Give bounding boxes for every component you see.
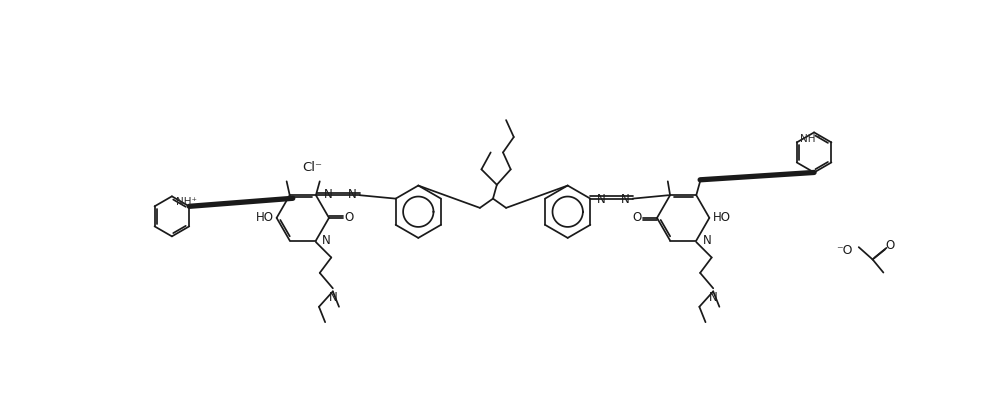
Text: N: N bbox=[709, 291, 718, 304]
Text: NH⁺: NH⁺ bbox=[176, 198, 197, 208]
Text: N: N bbox=[322, 234, 330, 247]
Text: O: O bbox=[633, 211, 642, 224]
Text: N: N bbox=[347, 188, 356, 201]
Text: Cl⁻: Cl⁻ bbox=[302, 161, 322, 175]
Text: HO: HO bbox=[255, 211, 273, 224]
Text: HO: HO bbox=[713, 211, 731, 224]
Text: N: N bbox=[621, 193, 630, 206]
Text: O: O bbox=[344, 211, 353, 224]
Text: NH⁺: NH⁺ bbox=[799, 134, 820, 143]
Text: N: N bbox=[703, 234, 712, 247]
Text: O: O bbox=[885, 239, 894, 252]
Text: N: N bbox=[328, 291, 337, 304]
Text: N: N bbox=[323, 188, 332, 201]
Text: N: N bbox=[597, 193, 606, 206]
Text: ⁻O: ⁻O bbox=[836, 244, 852, 257]
